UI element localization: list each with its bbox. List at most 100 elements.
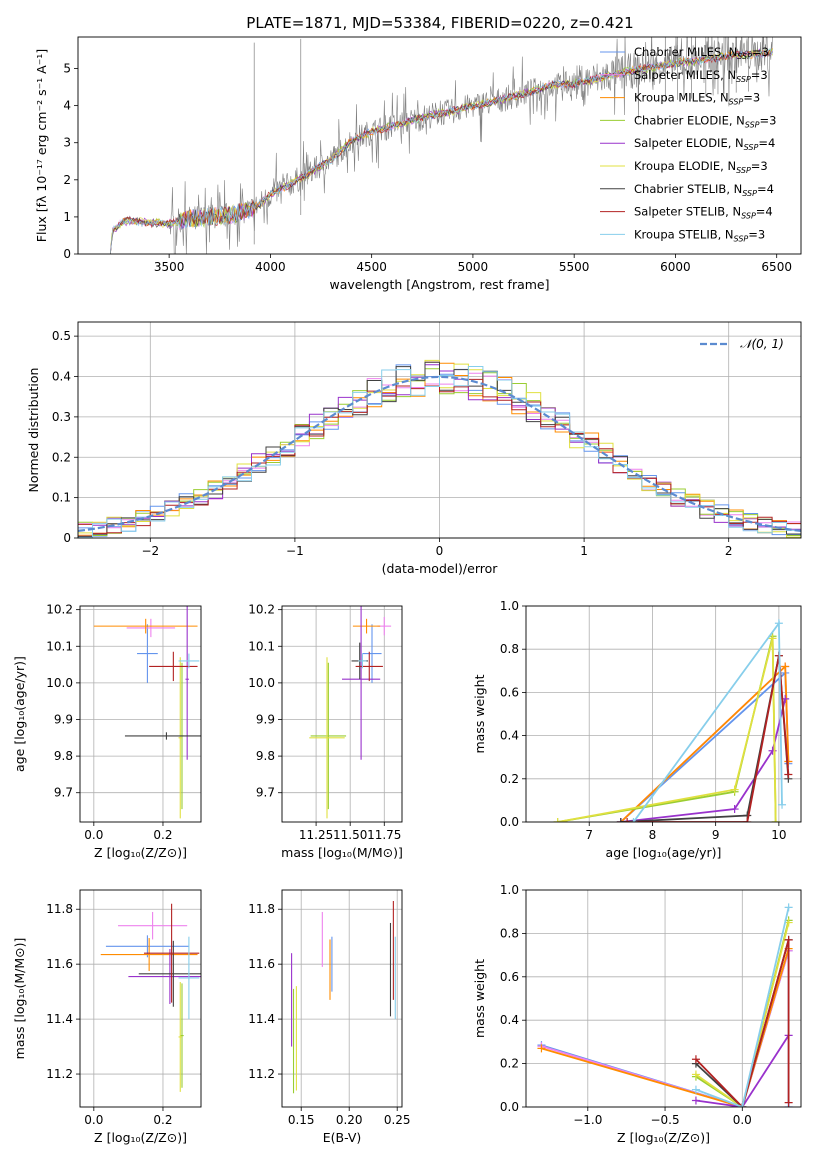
- x-tick-label: 1: [580, 544, 588, 558]
- weight-marker: [784, 1098, 793, 1107]
- axes-frame: [79, 605, 202, 823]
- axes-mass_weight_vs_Z: −1.0 −0.5 0.0 0.0 0.2 0.4 0.6 0.8 1.0 Z [log₁₀(Z/…: [472, 883, 801, 1145]
- x-tick-label: −2: [141, 544, 159, 558]
- y-tick-label: 10.2: [248, 603, 275, 617]
- weight-marker: [537, 1044, 546, 1053]
- spectrum-lines: [110, 37, 773, 254]
- gaussian-curve: [78, 375, 801, 532]
- x-axis-label: Z [log₁₀(Z/Z⊙)]: [94, 1130, 187, 1145]
- y-tick-label: 11.4: [248, 1012, 275, 1026]
- weight-layer: [537, 903, 793, 1107]
- x-axis-label: E(B-V): [323, 1130, 362, 1145]
- model-spectrum-line: [110, 48, 773, 254]
- spectrum-legend: Chabrier MILES, NSSP=3 Salpeter MILES, NS…: [600, 45, 776, 243]
- y-tick-label: 9.9: [54, 712, 73, 726]
- weight-line: [541, 948, 790, 1107]
- legend-label: Chabrier STELIB, NSSP=4: [634, 182, 774, 198]
- y-tick-label: 1: [63, 210, 71, 224]
- x-tick-label: 0.0: [84, 1113, 103, 1127]
- axes-frame: [281, 889, 403, 1108]
- weight-marker: [691, 1070, 700, 1079]
- axes-frame: [79, 889, 202, 1108]
- weight-line: [695, 1034, 790, 1107]
- y-tick-label: 0.4: [500, 1013, 519, 1027]
- x-tick-label: 6000: [660, 260, 691, 274]
- axes-spectrum: 3500 4000 4500 5000 5500 6000 6500 0 1 2 3 4 5 wavele…: [34, 49, 792, 292]
- weight-line: [620, 671, 790, 822]
- legend-label: Kroupa MILES, NSSP=3: [634, 91, 760, 107]
- weight-line: [695, 922, 790, 1107]
- y-tick-label: 9.7: [256, 786, 275, 800]
- y-axis-label: age [log₁₀(age/yr)]: [12, 656, 27, 772]
- y-tick-label: 5: [63, 62, 71, 76]
- y-tick-label: 0.8: [500, 642, 519, 656]
- y-tick-label: 11.4: [46, 1012, 73, 1026]
- legend-label: Salpeter MILES, NSSP=3: [634, 68, 768, 84]
- x-tick-label: 10: [771, 828, 786, 842]
- y-tick-label: 0.6: [500, 685, 519, 699]
- errorbar-layer: [291, 900, 396, 1094]
- y-tick-label: 0.2: [500, 772, 519, 786]
- axes-age_vs_Z: 0.0 0.2 9.7 9.8 9.9 10.0 10.1 10.2 Z [log₁₀(Z/Z⊙…: [12, 603, 201, 860]
- weight-marker: [730, 785, 739, 794]
- weight-marker: [730, 805, 739, 814]
- y-tick-label: 0.3: [52, 410, 71, 424]
- y-tick-label: 0.1: [52, 491, 71, 505]
- x-tick-label: −1: [286, 544, 304, 558]
- x-tick-label: 4500: [356, 260, 387, 274]
- weight-marker: [629, 818, 638, 822]
- weight-line: [620, 664, 790, 822]
- y-tick-label: 10.0: [248, 676, 275, 690]
- errorbar-layer: [93, 606, 201, 819]
- x-tick-label: −0.5: [650, 1113, 679, 1127]
- y-tick-label: 4: [63, 99, 71, 113]
- legend-label: Salpeter ELODIE, NSSP=4: [634, 136, 775, 152]
- legend-label: Chabrier MILES, NSSP=3: [634, 45, 769, 61]
- y-tick-label: 11.2: [248, 1067, 275, 1081]
- x-tick-label: −1.0: [573, 1113, 602, 1127]
- y-axis-label: mass weight: [472, 674, 487, 753]
- x-axis-label: Z [log₁₀(Z/Z⊙)]: [94, 845, 187, 860]
- y-tick-label: 10.2: [46, 603, 73, 617]
- x-tick-label: 8: [649, 828, 657, 842]
- weight-marker: [784, 935, 793, 944]
- residual-legend: 𝒩(0, 1): [700, 337, 784, 351]
- y-tick-label: 9.8: [54, 749, 73, 763]
- legend-label: Kroupa ELODIE, NSSP=3: [634, 159, 768, 175]
- y-tick-label: 11.2: [46, 1067, 73, 1081]
- weight-marker: [778, 800, 787, 809]
- y-tick-label: 0: [63, 531, 71, 545]
- weight-line: [695, 939, 790, 1107]
- y-tick-label: 0.8: [500, 926, 519, 940]
- y-tick-label: 10.1: [46, 639, 73, 653]
- weight-marker: [623, 818, 632, 822]
- weight-marker: [784, 770, 793, 779]
- weight-marker: [774, 619, 783, 628]
- weight-marker: [768, 634, 777, 643]
- x-axis-label: wavelength [Angstrom, rest frame]: [329, 277, 549, 292]
- weight-marker: [553, 818, 562, 822]
- y-tick-label: 11.8: [248, 902, 275, 916]
- y-tick-label: 11.6: [46, 957, 73, 971]
- x-tick-label: 6500: [761, 260, 792, 274]
- y-tick-label: 9.7: [54, 786, 73, 800]
- x-axis-label: (data-model)/error: [382, 561, 499, 576]
- weight-line: [632, 620, 783, 822]
- y-tick-label: 9.8: [256, 749, 275, 763]
- x-tick-label: 9: [712, 828, 720, 842]
- y-axis-label: mass [log₁₀(M/M⊙)]: [12, 938, 27, 1060]
- y-tick-label: 1.0: [500, 599, 519, 613]
- y-tick-label: 0.4: [500, 729, 519, 743]
- data-spectrum-line: [110, 37, 773, 254]
- axes-frame: [77, 36, 802, 255]
- weight-line: [557, 635, 777, 822]
- legend-label: 𝒩(0, 1): [740, 337, 784, 351]
- x-tick-label: 7: [585, 828, 593, 842]
- axes-frame: [281, 605, 403, 823]
- weight-marker: [691, 1055, 700, 1064]
- y-tick-label: 0.2: [500, 1057, 519, 1071]
- y-tick-label: 0.0: [500, 815, 519, 829]
- weight-marker: [771, 818, 780, 822]
- weight-marker: [743, 818, 752, 822]
- axes-age_vs_mass: 11.25 11.50 11.75 9.7 9.8 9.9 10.0 10.1 10.2 mass…: [248, 603, 403, 860]
